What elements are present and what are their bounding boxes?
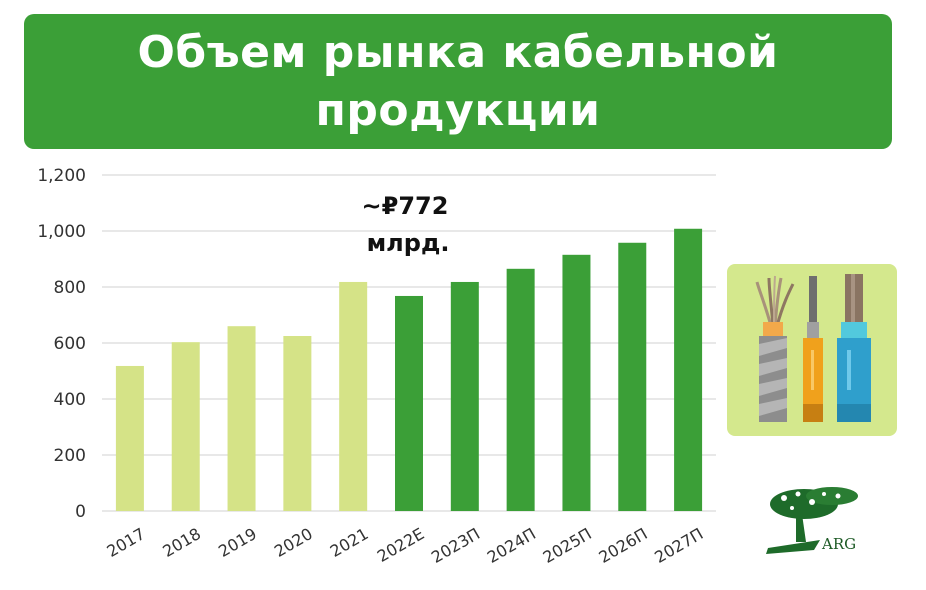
stranded-cable-icon <box>755 275 795 422</box>
y-axis: 0 200 400 600 800 1,000 1,200 <box>37 166 86 522</box>
bar-2018 <box>171 342 200 511</box>
y-tick-label: 200 <box>54 446 86 466</box>
thin-cable-icon <box>803 276 823 422</box>
bar-2017 <box>115 365 144 511</box>
y-tick-label: 800 <box>54 278 86 298</box>
annotation-unit: млрд. <box>367 229 450 257</box>
cables-icon <box>755 274 871 422</box>
bar-2024П <box>506 268 535 511</box>
x-tick-label: 2020 <box>271 524 316 561</box>
arg-logo: ARG <box>766 487 858 554</box>
bar-2019 <box>227 326 256 511</box>
y-tick-label: 1,200 <box>37 166 86 186</box>
y-tick-label: 0 <box>75 502 86 522</box>
cables-illustration <box>727 264 897 436</box>
bar-2023П <box>450 281 479 511</box>
x-tick-label: 2024П <box>484 524 539 567</box>
x-tick-label: 2017 <box>104 524 149 561</box>
coax-cable-icon <box>837 274 871 422</box>
bar-2020 <box>283 336 312 511</box>
x-tick-label: 2019 <box>215 524 260 561</box>
y-tick-label: 400 <box>54 390 86 410</box>
tree-icon <box>766 487 858 554</box>
logo-text: ARG <box>821 535 856 553</box>
page-title: Объем рынка кабельной продукции <box>137 26 779 136</box>
x-tick-label: 2026П <box>595 524 650 567</box>
y-tick-label: 1,000 <box>37 222 86 242</box>
x-tick-label: 2018 <box>159 524 204 561</box>
annotation-value: ~₽772 <box>362 192 449 220</box>
bar-2027П <box>674 228 703 511</box>
x-tick-label: 2023П <box>428 524 483 567</box>
bar-2026П <box>618 242 647 511</box>
bar-2022E <box>395 295 423 511</box>
x-tick-label: 2022E <box>374 524 428 566</box>
x-tick-label: 2025П <box>540 524 595 567</box>
title-banner: Объем рынка кабельной продукции <box>24 14 892 149</box>
bar-2021 <box>339 281 368 511</box>
x-axis: 2017 2018 2019 2020 2021 2022E 2023П 2024П 2025П… <box>104 524 707 567</box>
y-tick-label: 600 <box>54 334 86 354</box>
chart-bars <box>115 228 703 512</box>
x-tick-label: 2027П <box>651 524 706 567</box>
x-tick-label: 2021 <box>327 524 372 561</box>
bar-2025П <box>562 254 591 512</box>
